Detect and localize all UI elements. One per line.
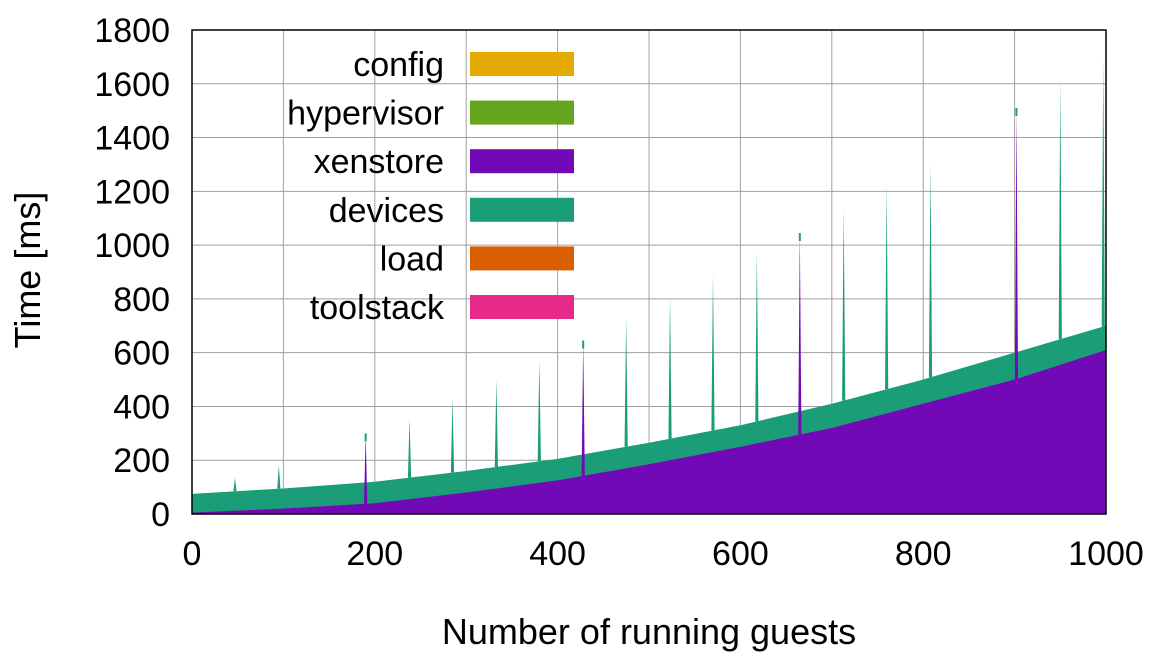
x-tick-labels: 0 200 400 600 800 1000 bbox=[183, 535, 1144, 573]
devices-spike bbox=[494, 379, 498, 467]
legend-label-toolstack: toolstack bbox=[310, 289, 445, 327]
legend: config hypervisor xenstore devices load tools… bbox=[287, 46, 574, 327]
devices-spike bbox=[1101, 59, 1105, 327]
x-tick-label: 800 bbox=[895, 535, 952, 573]
legend-swatch-xenstore bbox=[470, 149, 574, 174]
y-tick-label: 800 bbox=[113, 281, 170, 319]
y-tick-label: 1200 bbox=[94, 173, 170, 211]
devices-spike bbox=[1058, 79, 1062, 340]
y-tick-label: 600 bbox=[113, 335, 170, 373]
y-tick-label: 1800 bbox=[94, 12, 170, 50]
x-tick-label: 200 bbox=[346, 535, 403, 573]
xenstore-spike bbox=[1014, 107, 1019, 379]
legend-swatch-toolstack bbox=[470, 295, 574, 319]
devices-spike bbox=[885, 184, 889, 390]
devices-spike bbox=[842, 207, 846, 401]
y-tick-label: 1000 bbox=[94, 227, 170, 265]
y-tick-label: 1400 bbox=[94, 120, 170, 158]
spikes bbox=[233, 59, 1105, 504]
xenstore-spike bbox=[581, 340, 585, 476]
xenstore-spike bbox=[364, 433, 368, 504]
legend-swatch-load bbox=[470, 246, 574, 271]
y-axis-title: Time [ms] bbox=[7, 192, 48, 349]
legend-label-load: load bbox=[380, 240, 444, 278]
x-tick-label: 600 bbox=[712, 535, 769, 573]
devices-spike bbox=[624, 317, 628, 447]
legend-label-xenstore: xenstore bbox=[314, 143, 444, 181]
y-tick-label: 0 bbox=[151, 496, 170, 534]
plot-frame bbox=[191, 29, 1107, 515]
devices-spike bbox=[755, 251, 759, 422]
legend-swatch-config bbox=[470, 52, 574, 76]
legend-label-config: config bbox=[353, 46, 444, 84]
legend-swatch-hypervisor bbox=[470, 100, 574, 125]
x-tick-label: 1000 bbox=[1068, 535, 1144, 573]
y-tick-label: 200 bbox=[113, 442, 170, 480]
y-tick-labels: 0 200 400 600 800 1000 1200 1400 1600 1800 bbox=[94, 12, 170, 534]
devices-spike bbox=[407, 418, 412, 478]
legend-label-devices: devices bbox=[329, 192, 444, 230]
devices-spike bbox=[277, 465, 281, 489]
devices-spike bbox=[928, 163, 933, 378]
y-tick-label: 1600 bbox=[94, 66, 170, 104]
xenstore-area bbox=[192, 349, 1106, 514]
devices-spike bbox=[233, 477, 237, 492]
plot-areas bbox=[192, 325, 1106, 514]
x-tick-label: 0 bbox=[183, 535, 202, 573]
xenstore-spike bbox=[798, 233, 802, 435]
y-tick-label: 400 bbox=[113, 388, 170, 426]
x-tick-label: 400 bbox=[529, 535, 586, 573]
x-axis-title: Number of running guests bbox=[442, 611, 856, 652]
devices-spike bbox=[668, 296, 672, 439]
devices-spike bbox=[537, 359, 541, 462]
devices-spike bbox=[450, 398, 455, 473]
legend-label-hypervisor: hypervisor bbox=[287, 95, 444, 133]
devices-spike bbox=[711, 274, 715, 431]
legend-swatch-devices bbox=[470, 197, 574, 222]
